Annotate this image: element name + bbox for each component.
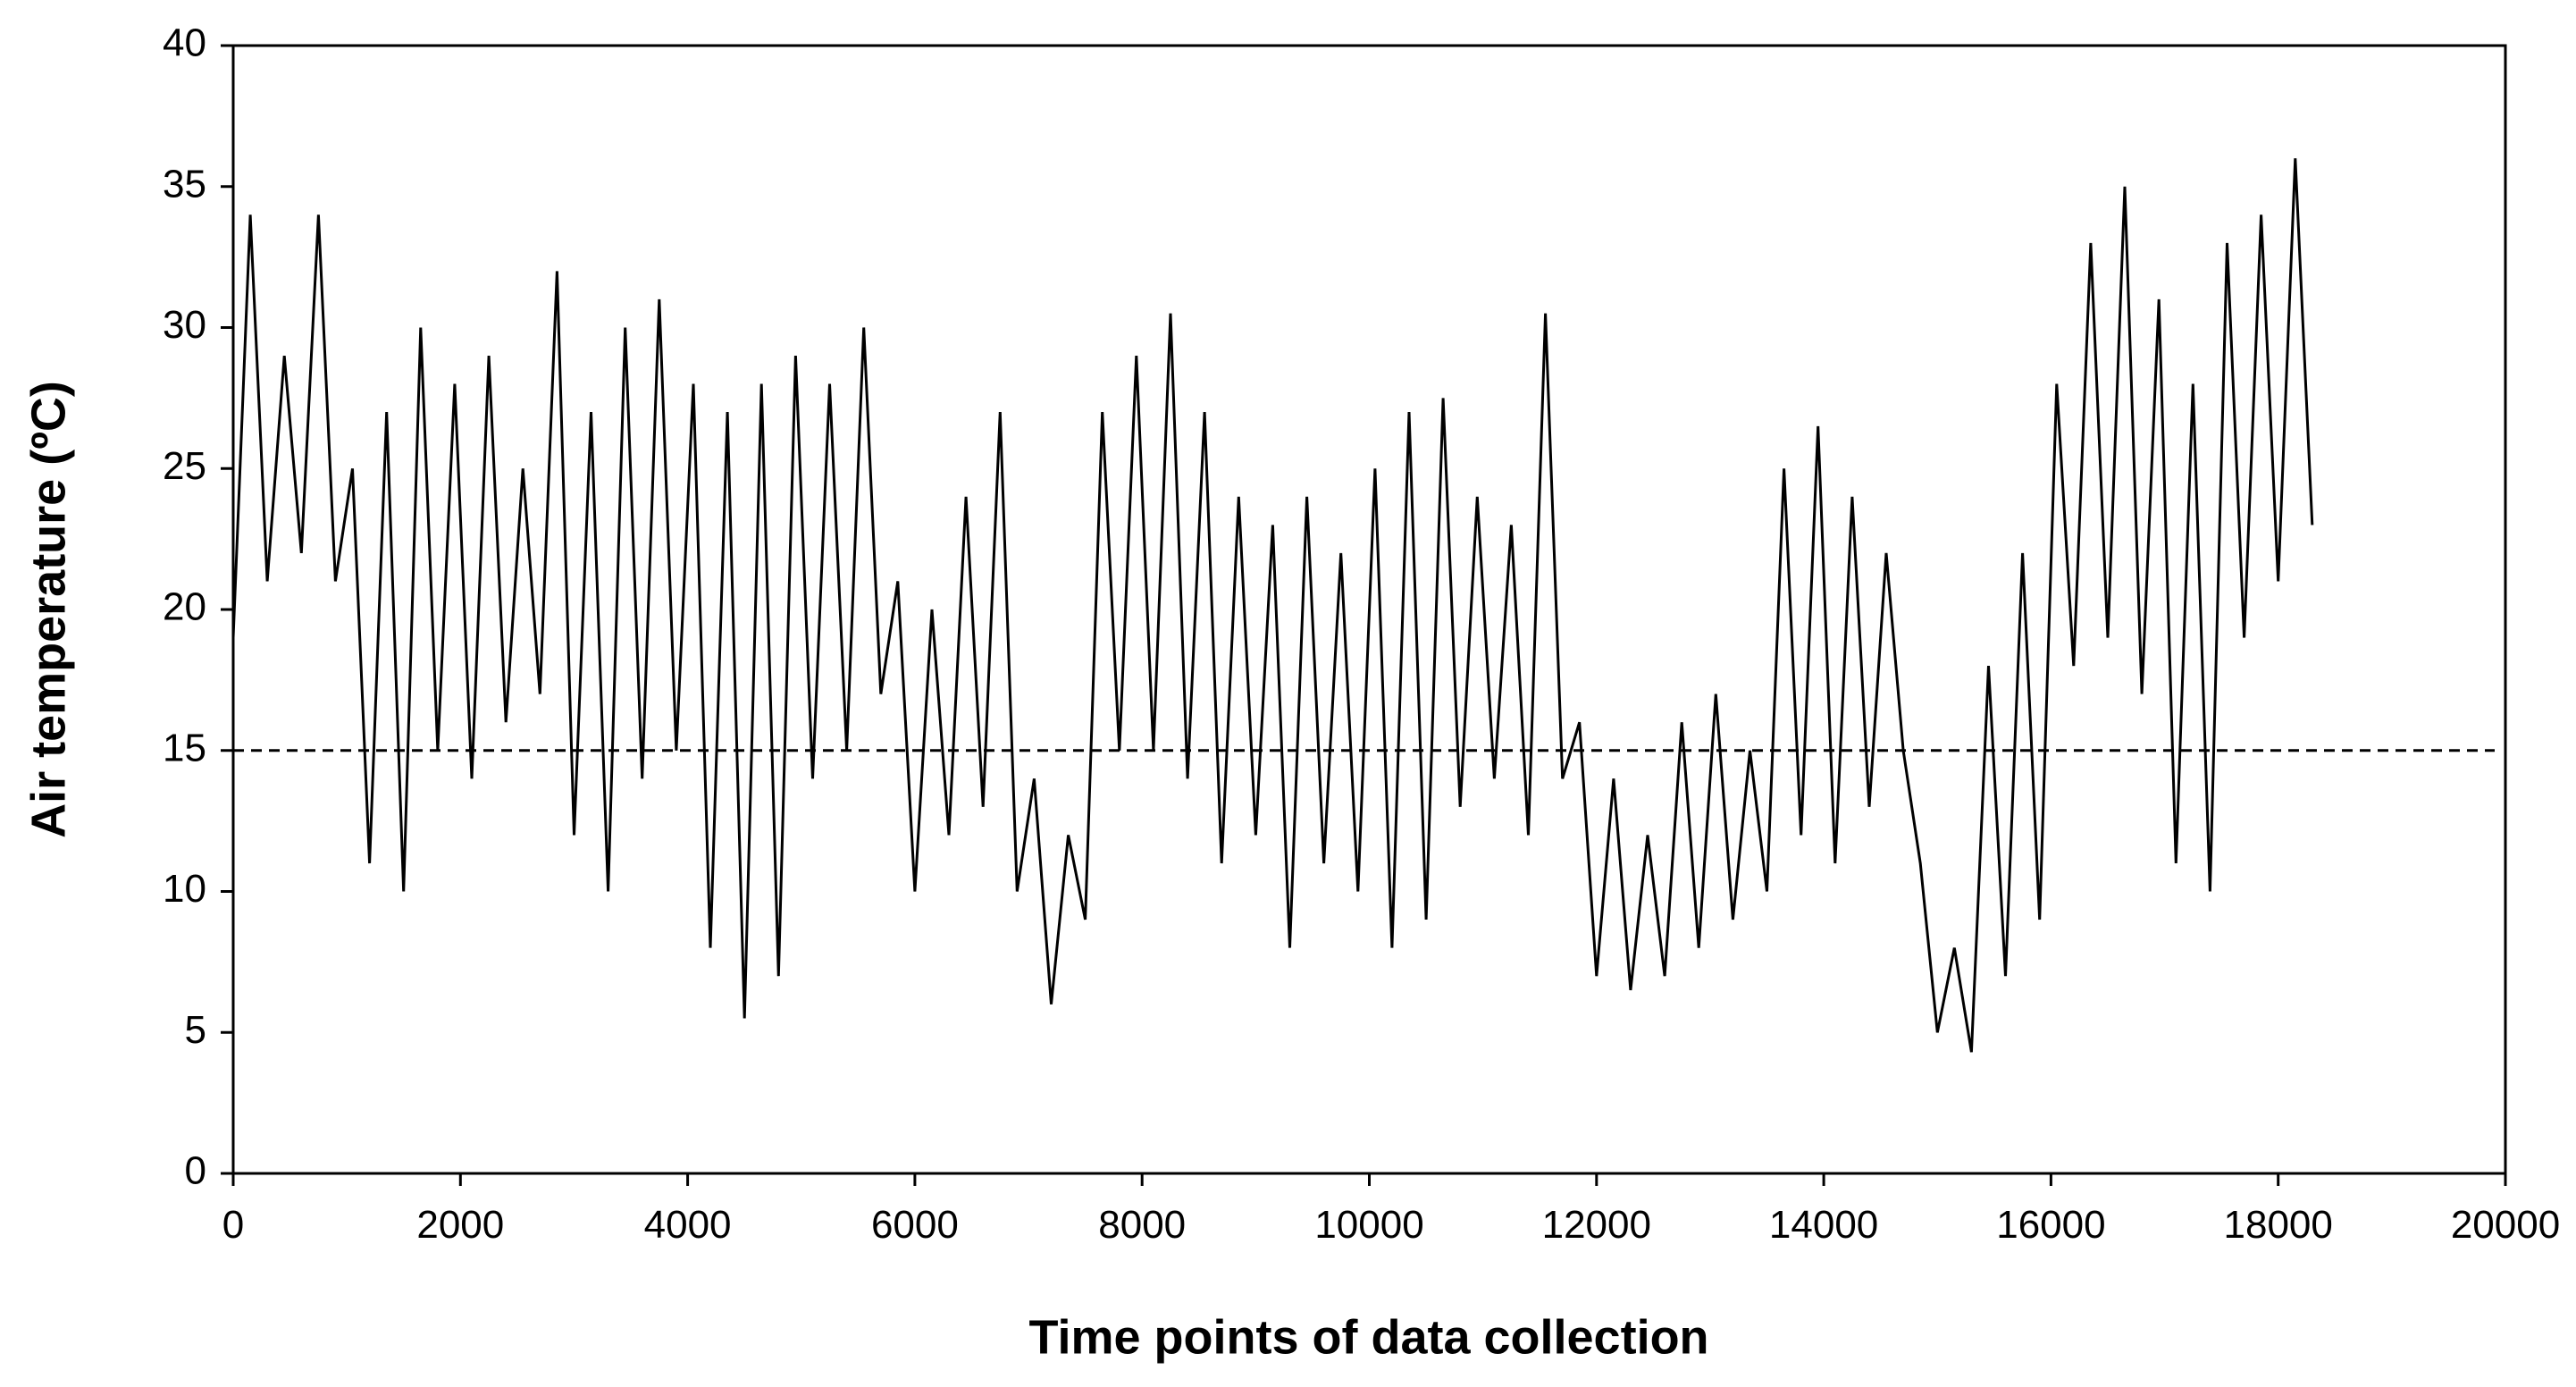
y-tick-label: 25 (163, 444, 206, 488)
y-tick-label: 20 (163, 585, 206, 629)
x-tick-label: 2000 (416, 1203, 504, 1247)
y-tick-label: 35 (163, 162, 206, 206)
series-line (231, 158, 2314, 1053)
y-tick-label: 40 (163, 21, 206, 65)
x-tick-label: 16000 (1996, 1203, 2105, 1247)
x-tick-label: 18000 (2224, 1203, 2333, 1247)
y-tick-label: 5 (185, 1008, 206, 1052)
y-tick-label: 30 (163, 303, 206, 347)
x-tick-label: 8000 (1098, 1203, 1186, 1247)
y-axis-title: Air temperature (ºC) (21, 381, 75, 838)
x-tick-label: 0 (222, 1203, 244, 1247)
y-tick-label: 10 (163, 867, 206, 911)
x-tick-label: 10000 (1314, 1203, 1423, 1247)
y-tick-label: 15 (163, 726, 206, 769)
x-tick-label: 6000 (871, 1203, 959, 1247)
x-tick-label: 14000 (1769, 1203, 1878, 1247)
x-tick-label: 12000 (1542, 1203, 1651, 1247)
x-tick-label: 20000 (2451, 1203, 2560, 1247)
y-tick-label: 0 (185, 1149, 206, 1193)
x-axis-title: Time points of data collection (1028, 1310, 1708, 1364)
x-tick-label: 4000 (644, 1203, 732, 1247)
